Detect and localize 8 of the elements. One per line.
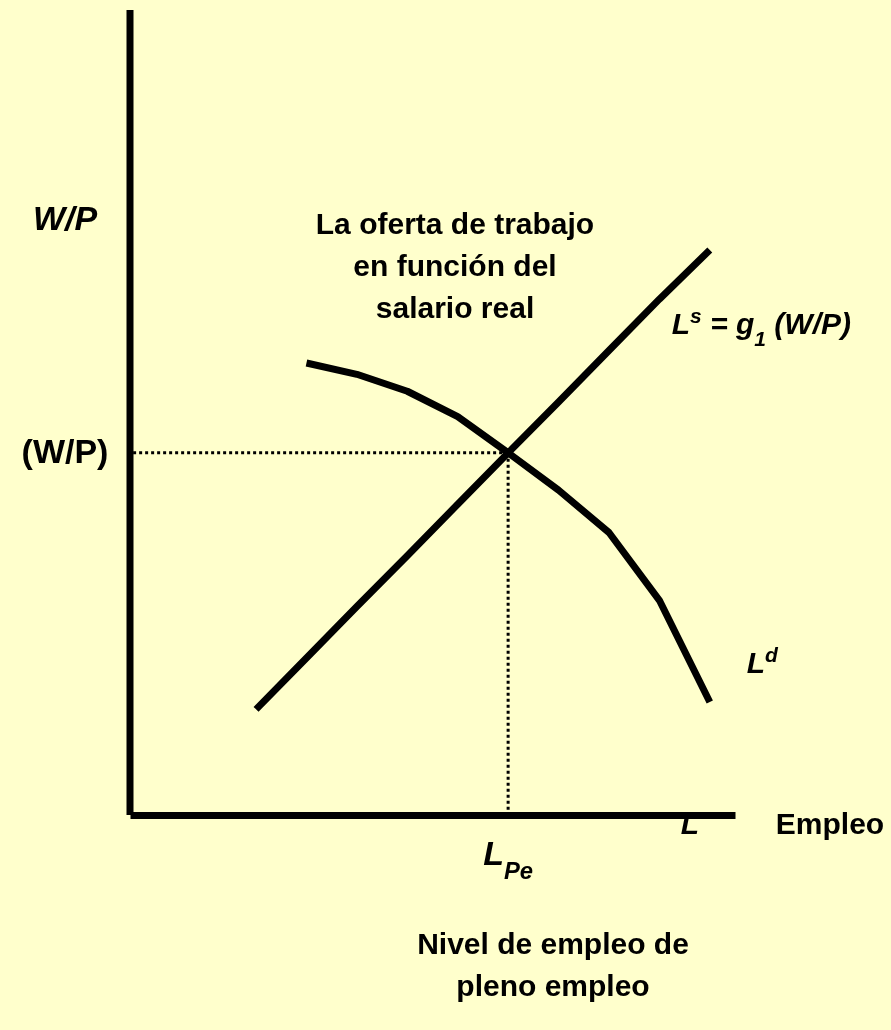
- series-label: L$^{d}$: [746, 642, 780, 679]
- y-axis-title: W/P: [32, 199, 98, 237]
- series-label: L$^{s}$ = g$_{1}$ (W/P): [671, 303, 851, 350]
- annotation: La oferta de trabajo en función del salario real: [315, 207, 595, 324]
- ref-line-label: (W/P): [21, 431, 109, 470]
- text: Nivel de empleo de pleno empleo: [417, 927, 689, 1002]
- x-axis-title: Empleo: [775, 807, 885, 840]
- text: L$_{Pe}$: [483, 834, 534, 884]
